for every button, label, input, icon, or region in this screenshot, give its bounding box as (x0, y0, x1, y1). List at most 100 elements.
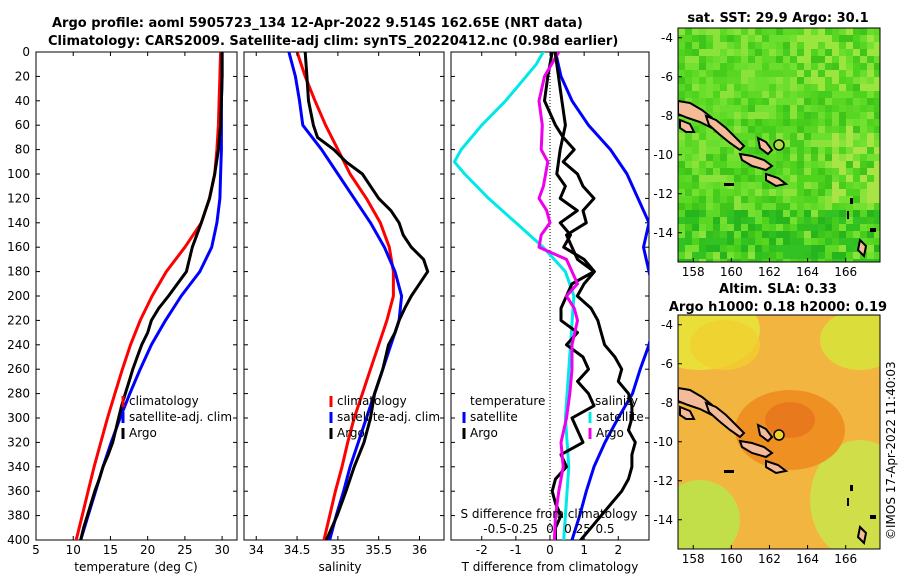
sst-cell (727, 224, 734, 231)
sst-cell (860, 203, 867, 210)
sst-cell (846, 49, 853, 56)
sst-cell (804, 189, 811, 196)
sst-cell (790, 56, 797, 63)
sst-cell (832, 154, 839, 161)
sst-cell (790, 84, 797, 91)
sst-cell (720, 63, 727, 70)
panel-temperature-frame (35, 51, 238, 541)
island-santa-isabel (704, 114, 746, 152)
sst-cell (860, 77, 867, 84)
sst-cell (790, 168, 797, 175)
sst-cell (853, 70, 860, 77)
sst-cell (748, 35, 755, 42)
sst-cell (692, 259, 699, 262)
sst-cell (699, 238, 706, 245)
island-reef (847, 498, 849, 506)
sst-cell (755, 189, 762, 196)
sst-cell (776, 210, 783, 217)
sst-cell (713, 224, 720, 231)
sst-cell (776, 252, 783, 259)
sst-cell (832, 147, 839, 154)
depth-tick-label: 140 (7, 216, 30, 230)
sst-cell (790, 217, 797, 224)
sst-cell (727, 84, 734, 91)
sst-cell (755, 42, 762, 49)
sst-cell (804, 133, 811, 140)
sst-cell (706, 189, 713, 196)
sst-cell (825, 98, 832, 105)
sst-cell (797, 126, 804, 133)
sst-cell (797, 154, 804, 161)
sst-cell (846, 245, 853, 252)
sst-cell (769, 231, 776, 238)
sst-cell (706, 231, 713, 238)
sla-field-blob (820, 315, 880, 370)
depth-tick-label: 240 (7, 338, 30, 352)
sst-cell (860, 140, 867, 147)
sst-cell (783, 126, 790, 133)
sst-cell (846, 112, 853, 119)
sst-cell (846, 203, 853, 210)
sst-cell (755, 210, 762, 217)
sst-cell (769, 140, 776, 147)
sst-cell (692, 49, 699, 56)
sst-cell (748, 126, 755, 133)
sst-cell (685, 70, 692, 77)
sst-cell (811, 133, 818, 140)
sst-cell (832, 98, 839, 105)
sst-cell (699, 84, 706, 91)
sst-cell (720, 112, 727, 119)
sst-cell (846, 42, 853, 49)
sst-cell (741, 77, 748, 84)
sst-cell (762, 42, 769, 49)
sst-cell (769, 203, 776, 210)
sst-cell (860, 63, 867, 70)
x-tick-label: 5 (32, 543, 40, 557)
sst-cell (678, 77, 685, 84)
sst-cell (720, 259, 727, 262)
sst-cell (860, 147, 867, 154)
sst-cell (727, 105, 734, 112)
sst-cell (734, 210, 741, 217)
temperature-legend: climatology satellite-adj. clim Argo (121, 394, 232, 440)
sst-cell (818, 63, 825, 70)
island-reef (850, 485, 853, 491)
sst-cell (713, 252, 720, 259)
sst-cell (867, 70, 874, 77)
sst-cell (706, 56, 713, 63)
sst-cell (818, 42, 825, 49)
sst-cell (853, 168, 860, 175)
sst-cell (860, 196, 867, 203)
sst-cell (678, 196, 685, 203)
sst-cell (748, 245, 755, 252)
sst-cell (741, 49, 748, 56)
sst-cell (783, 133, 790, 140)
depth-tick-label: 60 (15, 118, 30, 132)
sst-cell (685, 245, 692, 252)
sst-cell (783, 63, 790, 70)
sst-cell (776, 84, 783, 91)
sst-cell (811, 182, 818, 189)
sst-cell (797, 105, 804, 112)
sst-cell (804, 105, 811, 112)
sst-cell (748, 105, 755, 112)
island-makira (765, 172, 789, 188)
sst-cell (874, 49, 880, 56)
sst-cell (706, 154, 713, 161)
sst-cell (713, 154, 720, 161)
sst-cell (874, 168, 880, 175)
sla-field-blob (678, 480, 740, 549)
sst-cell (783, 154, 790, 161)
sst-cell (755, 112, 762, 119)
sst-cell (678, 154, 685, 161)
sst-cell (699, 35, 706, 42)
sst-cell (699, 56, 706, 63)
sst-cell (797, 217, 804, 224)
sst-cell (825, 231, 832, 238)
sst-cell (692, 126, 699, 133)
sst-cell (825, 203, 832, 210)
map-y-tick-label: -8 (661, 396, 673, 410)
sst-cell (678, 28, 685, 35)
sst-cell (804, 119, 811, 126)
sst-cell (762, 70, 769, 77)
